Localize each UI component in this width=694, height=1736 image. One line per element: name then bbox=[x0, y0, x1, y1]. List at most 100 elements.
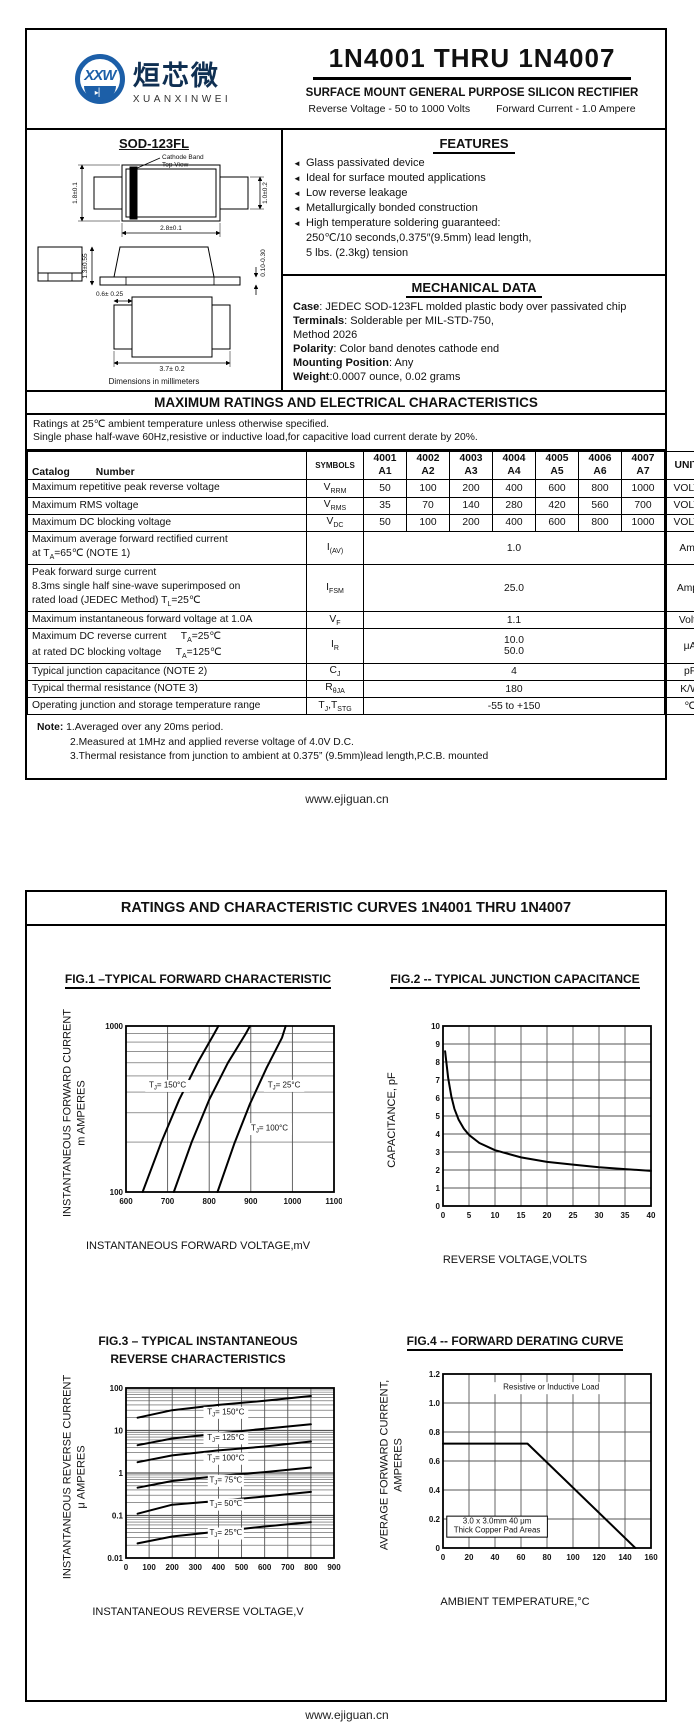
figure-fig4: FIG.4 -- FORWARD DERATING CURVE AVERAGE … bbox=[367, 1266, 663, 1608]
ratings-table: Catalog Number SYMBOLS 4001 A1 4002 A2 4003 A3 40… bbox=[27, 450, 694, 716]
condition-line: Ratings at 25℃ ambient temperature unles… bbox=[33, 419, 330, 430]
svg-text:100: 100 bbox=[110, 1384, 124, 1393]
svg-text:0.2: 0.2 bbox=[429, 1515, 441, 1524]
svg-text:1100: 1100 bbox=[325, 1197, 342, 1206]
max-ratings-title: MAXIMUM RATINGS AND ELECTRICAL CHARACTER… bbox=[27, 390, 665, 415]
svg-text:TJ= 125°C: TJ= 125°C bbox=[207, 1433, 244, 1444]
reverse-voltage-range: Reverse Voltage - 50 to 1000 Volts bbox=[308, 103, 471, 115]
svg-text:0: 0 bbox=[441, 1211, 446, 1220]
symbol-cell: VRRM bbox=[306, 479, 364, 498]
note-line: Note: 1.Averaged over any 20ms period. bbox=[37, 722, 224, 734]
parameter-cell: Maximum DC reverse current TA=25℃ at rate… bbox=[27, 628, 307, 664]
symbol-cell: VDC bbox=[306, 513, 364, 533]
svg-text:9: 9 bbox=[436, 1040, 441, 1049]
svg-text:40: 40 bbox=[647, 1211, 656, 1220]
svg-text:700: 700 bbox=[281, 1563, 295, 1572]
figure-fig3: FIG.3 – TYPICAL INSTANTANEOUS REVERSE CHA… bbox=[29, 1266, 367, 1618]
value-cell: 70 bbox=[406, 496, 450, 515]
svg-text:400: 400 bbox=[212, 1563, 226, 1572]
svg-text:2: 2 bbox=[436, 1166, 441, 1175]
feature-item: ◄ Metallurgically bonded construction bbox=[293, 201, 655, 216]
svg-text:200: 200 bbox=[166, 1563, 180, 1572]
svg-text:5: 5 bbox=[467, 1211, 472, 1220]
svg-text:3: 3 bbox=[436, 1148, 441, 1157]
package-drawing-section: SOD-123FL bbox=[27, 130, 283, 390]
unit-cell: μA bbox=[664, 628, 694, 664]
figure-row-2: FIG.3 – TYPICAL INSTANTANEOUS REVERSE CHA… bbox=[27, 1266, 665, 1618]
table-row: Maximum DC reverse current TA=25℃ at rate… bbox=[27, 628, 694, 664]
svg-text:900: 900 bbox=[244, 1197, 258, 1206]
arrow-bullet-icon: ◄ bbox=[293, 174, 301, 183]
arrow-bullet-icon: ◄ bbox=[293, 189, 301, 198]
fig1-chart: 600 700 800 900 1000 1100 1000 100 TJ= 150°C TJ= … bbox=[105, 1022, 342, 1206]
table-header-row: Catalog Number SYMBOLS 4001 A1 4002 A2 4003 A3 40… bbox=[27, 450, 694, 481]
condition-line: Single phase half-wave 60Hz,resistive or… bbox=[33, 432, 478, 444]
svg-text:700: 700 bbox=[161, 1197, 175, 1206]
mechanical-data-line: Weight:0.0007 ounce, 0.02 grams bbox=[293, 371, 461, 384]
fig1-title: FIG.1 –TYPICAL FORWARD CHARACTERISTIC bbox=[64, 970, 332, 989]
value-cell: 200 bbox=[449, 479, 493, 498]
unit-cell: VOLTS bbox=[664, 513, 694, 533]
fig2-ylabel: CAPACITANCE, pF bbox=[385, 1072, 398, 1168]
svg-text:7: 7 bbox=[436, 1076, 441, 1085]
parameter-cell: Maximum average forward rectified curren… bbox=[27, 531, 307, 565]
svg-text:1.2: 1.2 bbox=[429, 1370, 441, 1379]
device-column-header: 4001 A1 bbox=[363, 450, 407, 481]
dim-height: 1.3±0.55 bbox=[82, 253, 89, 279]
part-number-title: 1N4001 THRU 1N4007 bbox=[312, 43, 632, 80]
dim-body-width: 2.8±0.1 bbox=[160, 225, 182, 232]
mechanical-data-title: MECHANICAL DATA bbox=[293, 280, 655, 298]
figure-fig1: FIG.1 –TYPICAL FORWARD CHARACTERISTIC IN… bbox=[29, 926, 367, 1252]
feature-item: ◄ Glass passivated device bbox=[293, 156, 655, 171]
header-titles: 1N4001 THRU 1N4007 SURFACE MOUNT GENERAL… bbox=[279, 30, 665, 128]
svg-text:10: 10 bbox=[114, 1426, 123, 1435]
value-cell: 400 bbox=[492, 513, 536, 533]
unit-cell: Amp bbox=[664, 531, 694, 565]
svg-text:0: 0 bbox=[441, 1553, 446, 1562]
mechanical-data-section: MECHANICAL DATA Case: JEDEC SOD-123FL mo… bbox=[283, 276, 665, 390]
note-line: 2.Measured at 1MHz and applied reverse v… bbox=[70, 736, 354, 748]
svg-text:0: 0 bbox=[436, 1202, 441, 1211]
svg-text:600: 600 bbox=[258, 1563, 272, 1572]
symbol-cell: CJ bbox=[306, 662, 364, 681]
svg-text:0.4: 0.4 bbox=[429, 1486, 441, 1495]
logo-mark-icon: XXW ▸▏ bbox=[74, 54, 125, 104]
value-cell-span: 4 bbox=[363, 662, 665, 681]
brand-name-en: XUANXINWEI bbox=[132, 93, 232, 105]
footer-url: www.ejiguan.cn bbox=[305, 792, 389, 806]
mechanical-data-line: Mounting Position: Any bbox=[293, 357, 414, 370]
svg-text:40: 40 bbox=[491, 1553, 500, 1562]
symbol-cell: VF bbox=[306, 611, 364, 630]
dim-body-height: 1.8±0.1 bbox=[72, 182, 79, 204]
svg-text:TJ= 150°C: TJ= 150°C bbox=[207, 1407, 244, 1418]
fig3-title: FIG.3 – TYPICAL INSTANTANEOUS REVERSE CHA… bbox=[98, 1334, 298, 1366]
value-cell-span: -55 to +150 bbox=[363, 697, 665, 716]
svg-text:0.6: 0.6 bbox=[429, 1457, 441, 1466]
device-column-header: 4002 A2 bbox=[406, 450, 450, 481]
table-row: Typical junction capacitance (NOTE 2) CJ 4… bbox=[27, 662, 694, 681]
value-cell: 800 bbox=[578, 513, 622, 533]
feature-text: Ideal for surface mouted applications bbox=[306, 172, 486, 184]
feature-text: 5 lbs. (2.3kg) tension bbox=[306, 247, 409, 259]
diode-icon: ▸▏ bbox=[83, 86, 116, 100]
fig4-xlabel: AMBIENT TEMPERATURE,°C bbox=[440, 1596, 590, 1608]
svg-text:6: 6 bbox=[436, 1094, 441, 1103]
table-row: Peak forward surge current 8.3ms single h… bbox=[27, 563, 694, 613]
symbol-cell: IFSM bbox=[306, 563, 364, 613]
svg-text:0.8: 0.8 bbox=[429, 1428, 441, 1437]
svg-text:120: 120 bbox=[592, 1553, 606, 1562]
parameter-cell: Maximum instantaneous forward voltage at… bbox=[27, 611, 307, 630]
svg-text:0.01: 0.01 bbox=[107, 1554, 123, 1563]
svg-text:1: 1 bbox=[436, 1184, 441, 1193]
device-column-header: 4005 A5 bbox=[535, 450, 579, 481]
value-cell: 420 bbox=[535, 496, 579, 515]
curves-page-title: RATINGS AND CHARACTERISTIC CURVES 1N4001… bbox=[27, 892, 665, 926]
parameter-cell: Maximum DC blocking voltage bbox=[27, 513, 307, 533]
arrow-bullet-icon: ◄ bbox=[293, 159, 301, 168]
svg-text:15: 15 bbox=[517, 1211, 526, 1220]
units-header: UNITS bbox=[664, 450, 694, 481]
package-outline-drawing: Cathode Band Top View 1.8±0.1 1.0±0.2 2.… bbox=[37, 154, 269, 373]
mechanical-data-line: Case: JEDEC SOD-123FL molded plastic bod… bbox=[293, 301, 627, 313]
value-cell: 200 bbox=[449, 513, 493, 533]
